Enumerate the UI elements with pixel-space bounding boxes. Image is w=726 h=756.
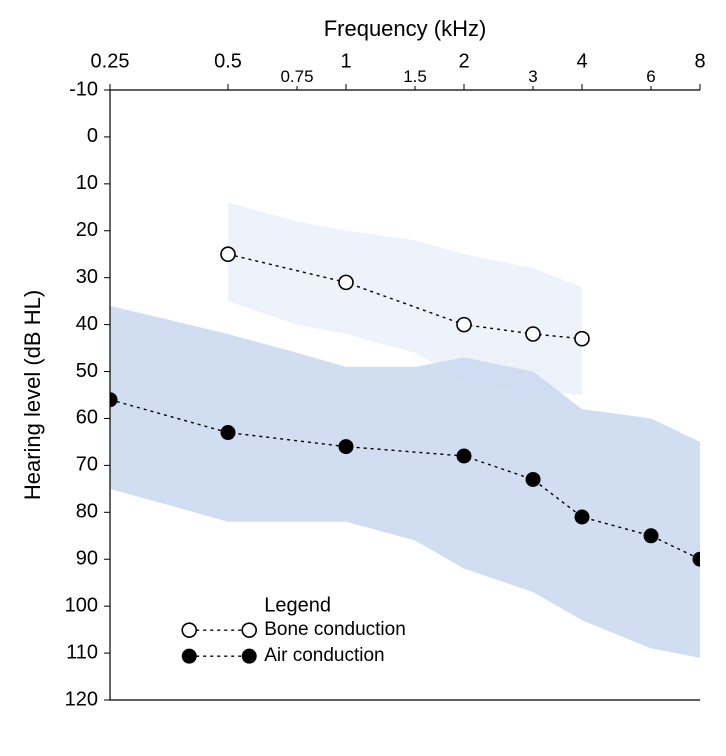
y-tick-label: 80: [76, 501, 98, 523]
series-marker: [457, 318, 471, 332]
y-tick-label: 20: [76, 219, 98, 241]
y-axis-title: Hearing level (dB HL): [20, 290, 45, 500]
chart-svg: -10 0 10 20 30 40 50 60 70 80 90 100 110 120 0.25 0.5 1 2…: [0, 0, 726, 756]
y-tick-label: 50: [76, 360, 98, 382]
x-minor-tick-label: 1.5: [403, 67, 427, 86]
x-tick-label: 0.25: [91, 50, 130, 72]
audiogram-chart: -10 0 10 20 30 40 50 60 70 80 90 100 110 120 0.25 0.5 1 2…: [0, 0, 726, 756]
series-marker: [526, 327, 540, 341]
x-tick-label: 4: [576, 50, 587, 72]
y-tick-label: 30: [76, 266, 98, 288]
y-tick-label: 40: [76, 313, 98, 335]
y-tick-label: 10: [76, 172, 98, 194]
series-marker: [457, 449, 471, 463]
y-tick-label: 110: [66, 641, 98, 663]
legend-marker: [242, 649, 256, 663]
y-tick-label: 60: [76, 407, 98, 429]
y-tick-label: 120: [65, 688, 98, 710]
legend-label: Bone conduction: [264, 619, 406, 640]
y-tick-label: -10: [69, 78, 98, 100]
y-tick-label: 0: [87, 125, 98, 147]
series-marker: [339, 440, 353, 454]
series-marker: [221, 247, 235, 261]
series-marker: [644, 529, 658, 543]
x-minor-tick-label: 0.75: [280, 67, 313, 86]
x-axis-title: Frequency (kHz): [324, 16, 487, 41]
x-tick-label: 1: [340, 50, 351, 72]
x-tick-label: 0.5: [214, 50, 242, 72]
legend-marker: [242, 623, 256, 637]
y-tick-label: 70: [76, 454, 98, 476]
x-minor-tick-label: 6: [646, 67, 655, 86]
series-marker: [221, 426, 235, 440]
legend-marker: [182, 623, 196, 637]
legend-label: Air conduction: [264, 645, 384, 666]
series-marker: [575, 510, 589, 524]
x-tick-label: 8: [694, 50, 705, 72]
y-tick-label: 90: [76, 548, 98, 570]
legend-marker: [182, 649, 196, 663]
series-marker: [339, 275, 353, 289]
series-marker: [526, 472, 540, 486]
x-minor-tick-label: 3: [528, 67, 537, 86]
series-marker: [575, 332, 589, 346]
y-tick-label: 100: [65, 594, 98, 616]
x-tick-label: 2: [458, 50, 469, 72]
legend-title: Legend: [264, 594, 331, 616]
